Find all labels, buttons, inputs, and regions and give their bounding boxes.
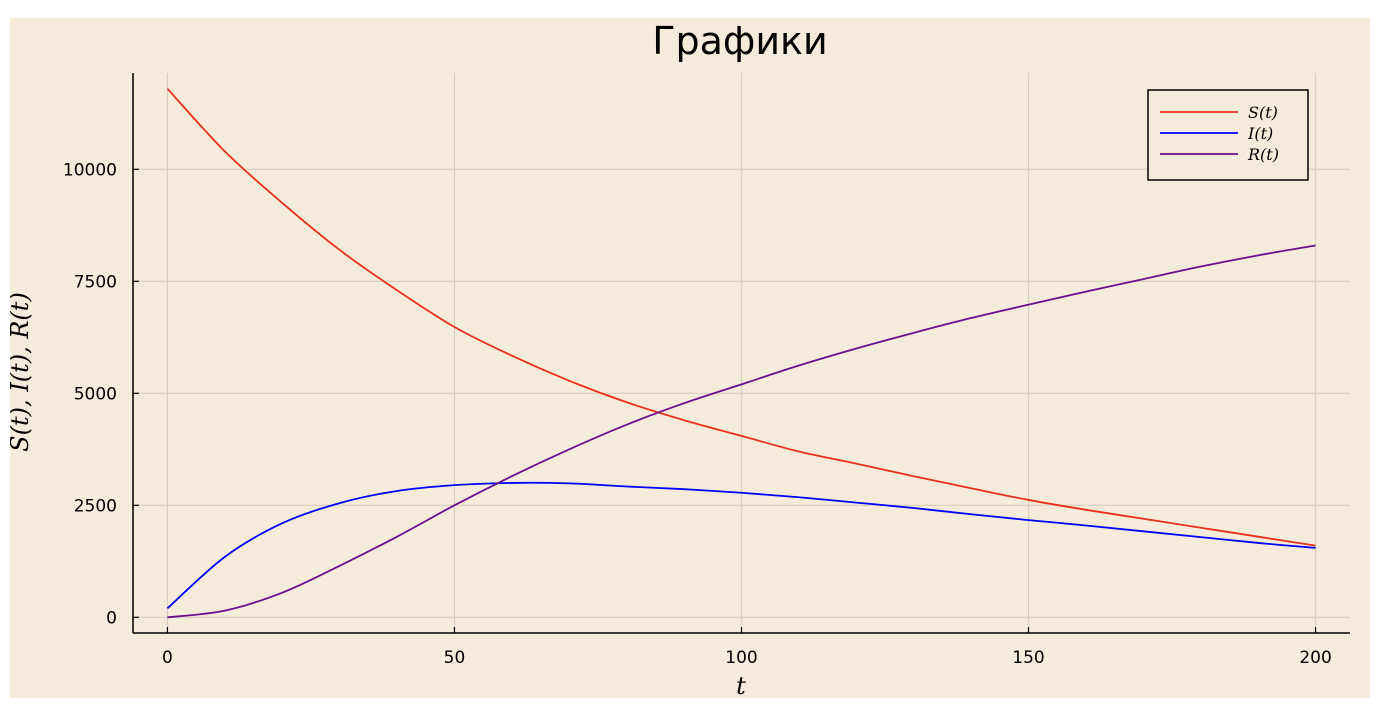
series-line-I bbox=[166, 481, 1316, 610]
series-lines bbox=[166, 88, 1316, 619]
series-line-R bbox=[167, 244, 1316, 619]
y-axis-label: S(t), I(t), R(t) bbox=[10, 292, 34, 452]
y-tick-label: 2500 bbox=[74, 496, 117, 516]
axes bbox=[132, 73, 1350, 634]
chart-title: Графики bbox=[652, 19, 827, 63]
line-chart: 0 50 100 150 200 0 2500 5000 7500 10000 Графики t… bbox=[10, 18, 1370, 698]
x-tick-label: 100 bbox=[725, 648, 757, 668]
legend-label-S: S(t) bbox=[1248, 103, 1278, 122]
x-tick-label: 50 bbox=[444, 648, 466, 668]
y-tick-label: 7500 bbox=[74, 272, 117, 292]
chart-background bbox=[10, 18, 1370, 698]
tick-labels: 0 50 100 150 200 0 2500 5000 7500 10000 bbox=[63, 160, 1332, 668]
legend-label-I: I(t) bbox=[1247, 124, 1273, 143]
y-tick-label: 10000 bbox=[63, 160, 117, 180]
legend: S(t) I(t) R(t) bbox=[1147, 89, 1309, 181]
x-tick-label: 200 bbox=[1299, 648, 1331, 668]
legend-box bbox=[1147, 89, 1309, 181]
chart-container: 0 50 100 150 200 0 2500 5000 7500 10000 Графики t… bbox=[10, 18, 1370, 698]
x-tick-label: 150 bbox=[1012, 648, 1044, 668]
y-tick-label: 5000 bbox=[74, 384, 117, 404]
x-axis-label: t bbox=[736, 672, 746, 698]
series-line-S bbox=[166, 88, 1316, 547]
grid-lines bbox=[133, 73, 1350, 633]
y-tick-label: 0 bbox=[106, 608, 117, 628]
legend-label-R: R(t) bbox=[1247, 145, 1279, 164]
x-tick-label: 0 bbox=[162, 648, 173, 668]
